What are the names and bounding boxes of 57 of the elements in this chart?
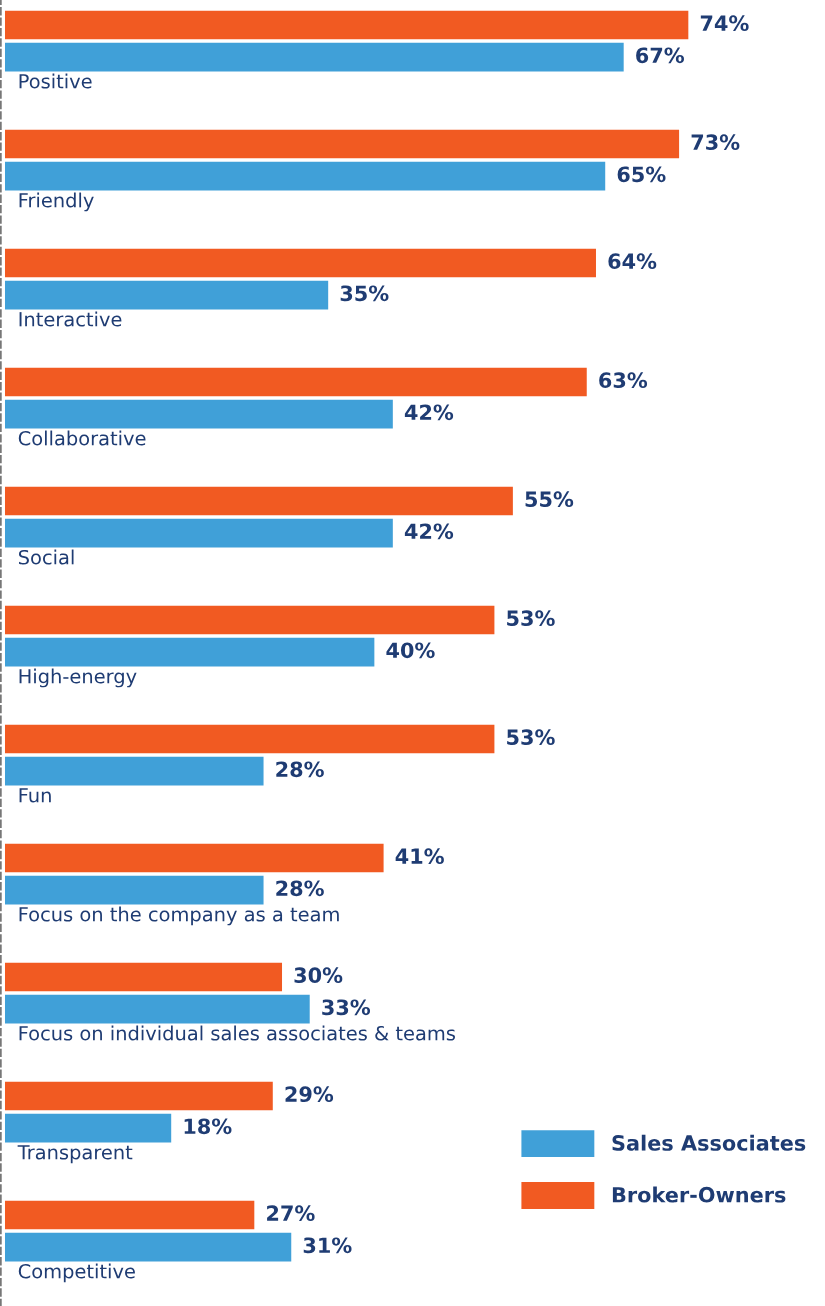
y-tick-label: Focus on the company as a team (19, 906, 339, 926)
data-label: 29% (285, 1086, 334, 1103)
bar (4, 756, 264, 786)
data-label: 30% (294, 967, 343, 984)
bar (4, 843, 384, 873)
bar (4, 994, 310, 1024)
bar (4, 518, 393, 548)
y-tick-label: Fun (19, 788, 51, 803)
y-tick-label: Interactive (19, 311, 122, 327)
bar (4, 1200, 255, 1230)
bar (4, 724, 495, 754)
data-label: 33% (322, 999, 371, 1016)
data-label: 35% (340, 285, 389, 302)
data-label: 40% (386, 642, 435, 659)
data-label: 42% (404, 404, 454, 421)
data-label: 73% (691, 134, 740, 151)
y-tick-label: Positive (19, 73, 92, 89)
data-label: 28% (276, 880, 324, 897)
bar (4, 280, 329, 310)
bar (4, 486, 513, 516)
y-tick-label: Friendly (19, 192, 94, 212)
bar (4, 248, 596, 278)
y-tick-label: Competitive (18, 1263, 135, 1283)
data-label: 67% (636, 47, 685, 64)
legend-label: Sales Associates (612, 1134, 806, 1151)
y-tick-label: Social (18, 549, 74, 565)
data-label: 42% (404, 523, 454, 540)
bar (4, 367, 587, 397)
data-label: 28% (276, 761, 324, 778)
bar (4, 10, 689, 40)
data-label: 31% (303, 1237, 352, 1254)
data-label: 63% (599, 372, 648, 389)
bar (4, 962, 283, 992)
bar (4, 875, 264, 905)
data-label: 74% (700, 15, 749, 32)
legend-label: Broker-Owners (612, 1186, 786, 1203)
bar (4, 1113, 172, 1143)
y-tick-label: Collaborative (18, 430, 146, 446)
bar (4, 42, 624, 72)
bar (4, 129, 680, 159)
bar (4, 161, 606, 191)
y-tick-label: Transparent (17, 1145, 133, 1164)
data-label: 53% (507, 729, 555, 746)
data-label: 55% (525, 491, 574, 508)
y-tick-label: High-energy (19, 668, 137, 688)
bar (4, 1081, 273, 1111)
bar (4, 637, 375, 667)
data-label: 64% (608, 253, 657, 270)
bar (4, 605, 495, 635)
data-label: 18% (184, 1118, 232, 1135)
data-label: 53% (507, 610, 555, 627)
bar (4, 1232, 292, 1262)
bar (4, 399, 393, 429)
data-label: 65% (617, 166, 666, 183)
y-tick-label: Focus on individual sales associates & teams (19, 1025, 455, 1041)
data-label: 27% (267, 1205, 315, 1222)
data-label: 41% (395, 848, 444, 865)
